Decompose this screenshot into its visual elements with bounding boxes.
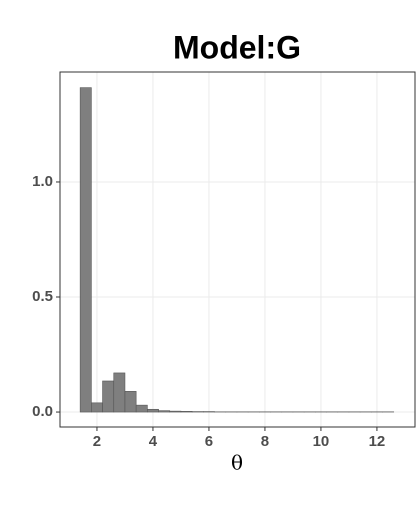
y-tick-label: 1.0 xyxy=(32,173,53,190)
x-tick-label: 4 xyxy=(149,433,158,450)
bar xyxy=(114,373,125,412)
bar xyxy=(103,381,114,412)
x-tick-label: 8 xyxy=(261,433,269,450)
y-tick-label: 0.5 xyxy=(32,288,53,305)
bar xyxy=(147,409,158,412)
chart-title: Model:G xyxy=(173,29,301,65)
bar xyxy=(125,391,136,412)
bar xyxy=(181,411,192,412)
x-tick-label: 2 xyxy=(93,433,101,450)
x-axis-label: θ xyxy=(231,451,243,475)
bar xyxy=(91,403,102,412)
y-tick-label: 0.0 xyxy=(32,403,53,420)
x-tick-label: 6 xyxy=(205,433,213,450)
bar xyxy=(170,411,181,412)
bar xyxy=(159,411,170,412)
bar xyxy=(80,88,91,412)
plot-border xyxy=(60,72,415,427)
x-tick-label: 10 xyxy=(313,433,330,450)
bar xyxy=(136,405,147,412)
x-tick-label: 12 xyxy=(369,433,386,450)
